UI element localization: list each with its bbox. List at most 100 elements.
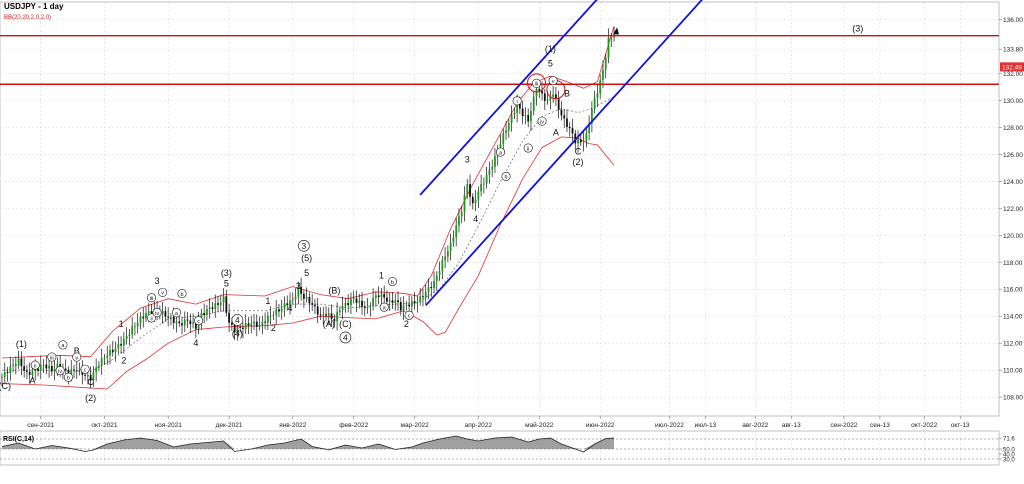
candle-body [136,322,139,327]
circled-wave-marker [47,352,57,362]
candle-body [577,139,579,144]
candle-body [106,355,109,358]
circled-wave-label: ii [34,363,36,369]
candle-body [125,336,128,339]
candle-body [377,295,380,298]
price-tick-label: 112.00 [1003,341,1023,348]
candle-body [142,316,145,319]
circled-wave-label: a [61,343,65,349]
candle-body [278,309,280,312]
candle-body [239,327,242,328]
circled-wave-marker [501,171,511,181]
candle-body [424,291,427,298]
price-axis: 108.00 110.00 112.00 114.00 116.00 118.00 120.… [999,17,1024,402]
time-tick-label: окт-2021 [91,422,118,429]
time-tick-label: фев-2022 [339,422,368,429]
time-tick-label: мар-2022 [400,422,429,429]
circled-wave-label: 4 [235,315,240,325]
candle-body [53,368,56,372]
candle-body [266,315,269,323]
wave-label: 4 [288,303,293,313]
candle-body [206,309,208,316]
circled-wave-marker [379,302,389,312]
candle-body [363,306,366,309]
circled-wave-marker [298,239,310,252]
candle-body [311,303,314,305]
time-tick-label: июн-2022 [586,422,615,429]
candle-body [543,93,546,101]
candle-body [167,316,170,318]
circled-wave-marker [177,289,187,299]
wave-label: (4) [232,328,243,338]
candle-body [372,297,375,307]
candle-body [386,297,388,302]
candle-body [590,108,593,124]
circled-wave-label: b [391,280,394,286]
wave-label: (5) [301,253,312,263]
candle-body [183,319,186,326]
candle-body [203,312,206,316]
candle-body [350,299,352,306]
candle-body [552,94,555,97]
circled-wave-label: v [75,355,78,361]
candle-body [128,334,131,337]
candle-body [42,364,45,366]
candle-body [250,323,253,326]
candle-body [34,368,37,372]
candle-body [482,183,485,185]
wave-label: 5 [304,268,309,278]
candle-body [9,366,12,374]
candle-body [100,358,103,366]
circled-wave-marker [194,316,204,326]
candle-body [361,300,363,307]
circled-wave-marker [339,331,352,344]
candle-body [217,303,219,305]
candle-body [178,321,181,324]
candle-body [261,321,264,325]
candle-body [75,370,78,372]
circled-wave-label: v [552,79,555,85]
wave-label: 3 [296,281,301,291]
candle-body [458,216,460,226]
candle-body [408,304,411,307]
candle-body [150,311,153,315]
wave-label: (1) [16,339,27,349]
candle-body [175,321,178,323]
candle-body [264,321,266,323]
candle-body [95,367,98,373]
circled-wave-marker [512,96,522,106]
candle-body [446,251,449,257]
candle-body [225,296,228,313]
candle-body [416,302,419,304]
circled-wave-marker [548,76,558,86]
candle-body [579,139,582,143]
candle-body [255,321,258,327]
candle-body [427,287,430,292]
circled-wave-marker [63,372,73,382]
candle-body [469,184,471,197]
candle-body [139,316,142,323]
circled-wave-marker [158,287,168,297]
circled-wave-label: 4 [343,332,348,342]
candle-body [70,369,73,376]
candle-body [557,98,560,110]
time-tick-label: авг-2022 [742,422,768,429]
candle-body [344,302,347,306]
candle-body [37,368,39,371]
candle-body [546,100,549,102]
candle-body [114,348,117,353]
candle-body [502,133,505,144]
candle-body [244,323,247,329]
time-tick-label: сен-2021 [27,422,54,429]
candle-body [355,298,358,303]
candle-body [98,365,100,368]
candle-body [172,316,175,323]
candle-body [358,300,361,303]
price-frame [0,1,1000,417]
candle-body [269,315,272,317]
rsi-title: RSI(C,14) [3,436,34,443]
candle-body [513,112,516,115]
candle-body [291,299,294,301]
candle-body [23,366,26,371]
